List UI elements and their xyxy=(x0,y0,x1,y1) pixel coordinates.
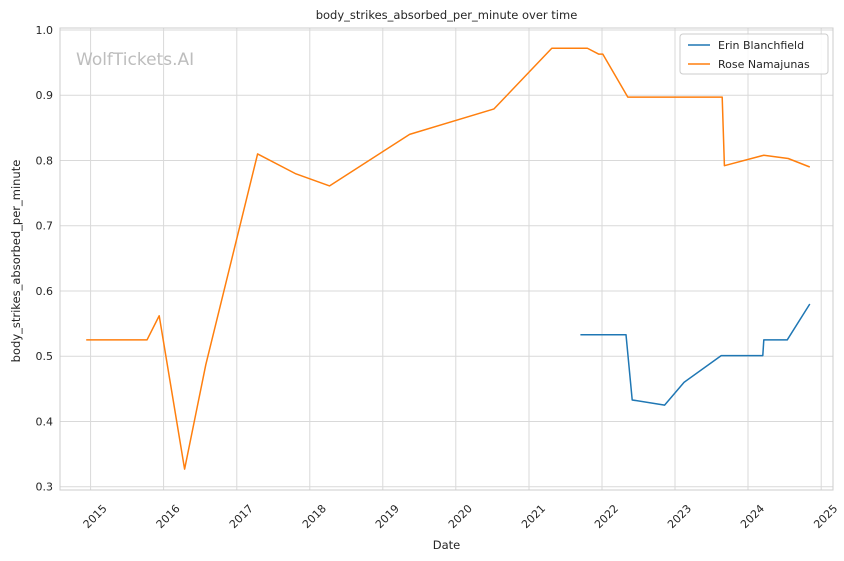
y-tick-label: 1.0 xyxy=(36,24,54,37)
gridlines xyxy=(60,28,833,490)
y-tick-labels: 0.3 0.4 0.5 0.6 0.7 0.8 0.9 1.0 xyxy=(36,24,54,494)
chart-title: body_strikes_absorbed_per_minute over ti… xyxy=(316,8,578,22)
series-line-1 xyxy=(86,47,811,470)
legend: Erin Blanchfield Rose Namajunas xyxy=(679,33,829,75)
watermark: WolfTickets.AI xyxy=(76,50,194,70)
x-tick-label: 2025 xyxy=(811,502,840,531)
plot-area xyxy=(59,27,834,491)
y-tick-label: 0.9 xyxy=(36,89,54,102)
x-tick-label: 2019 xyxy=(373,502,402,531)
x-tick-label: 2021 xyxy=(519,502,548,531)
legend-box xyxy=(679,33,829,75)
x-tick-label: 2023 xyxy=(665,502,694,531)
y-tick-label: 0.6 xyxy=(36,285,54,298)
x-tick-label: 2024 xyxy=(738,502,767,531)
y-tick-label: 0.3 xyxy=(36,481,54,494)
y-axis-title: body_strikes_absorbed_per_minute xyxy=(9,160,23,363)
x-tick-labels: 2015 2016 2017 2018 2019 2020 2021 2022 2023 2024… xyxy=(81,502,841,531)
legend-label: Erin Blanchfield xyxy=(718,39,804,52)
y-tick-label: 0.7 xyxy=(36,220,54,233)
x-tick-label: 2022 xyxy=(592,502,621,531)
y-tick-label: 0.8 xyxy=(36,154,54,167)
x-tick-label: 2017 xyxy=(227,502,256,531)
x-tick-label: 2016 xyxy=(154,502,183,531)
legend-label: Rose Namajunas xyxy=(718,58,810,71)
series-lines xyxy=(86,47,811,470)
x-tick-label: 2018 xyxy=(300,502,329,531)
y-tick-label: 0.5 xyxy=(36,350,54,363)
series-line-0 xyxy=(580,303,811,406)
x-tick-label: 2015 xyxy=(81,502,110,531)
y-tick-label: 0.4 xyxy=(36,415,54,428)
x-tick-label: 2020 xyxy=(446,502,475,531)
x-axis-title: Date xyxy=(433,538,461,552)
